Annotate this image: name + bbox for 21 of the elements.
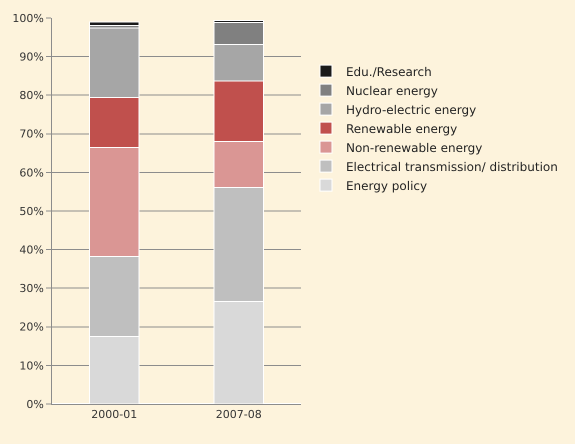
legend-label: Edu./Research — [346, 64, 432, 79]
y-tick-label: 60% — [19, 166, 44, 180]
legend-label: Non-renewable energy — [346, 140, 482, 155]
y-tick-label: 10% — [19, 359, 44, 372]
bar — [88, 21, 140, 26]
y-tick-label: 50% — [19, 204, 44, 218]
legend-label: Electrical transmission/ distribution — [346, 160, 558, 174]
legend-label: Renewable energy — [346, 122, 458, 136]
x-tick-label: 2007-08 — [216, 408, 262, 422]
legend-label: Energy policy — [346, 178, 428, 193]
y-tick-label: 100% — [12, 12, 44, 25]
y-tick-label: 90% — [19, 50, 44, 64]
y-tick-label: 80% — [19, 89, 44, 102]
y-tick-label: 70% — [19, 128, 44, 141]
y-tick-label: 40% — [19, 243, 44, 256]
y-tick-label: 30% — [19, 282, 44, 296]
y-tick-label: 20% — [19, 320, 44, 334]
legend-label: Hydro-electric energy — [346, 102, 476, 117]
y-tick-label: 0% — [26, 398, 44, 411]
x-tick-label: 2000-01 — [91, 408, 138, 422]
legend-label: Nuclear energy — [346, 84, 438, 98]
